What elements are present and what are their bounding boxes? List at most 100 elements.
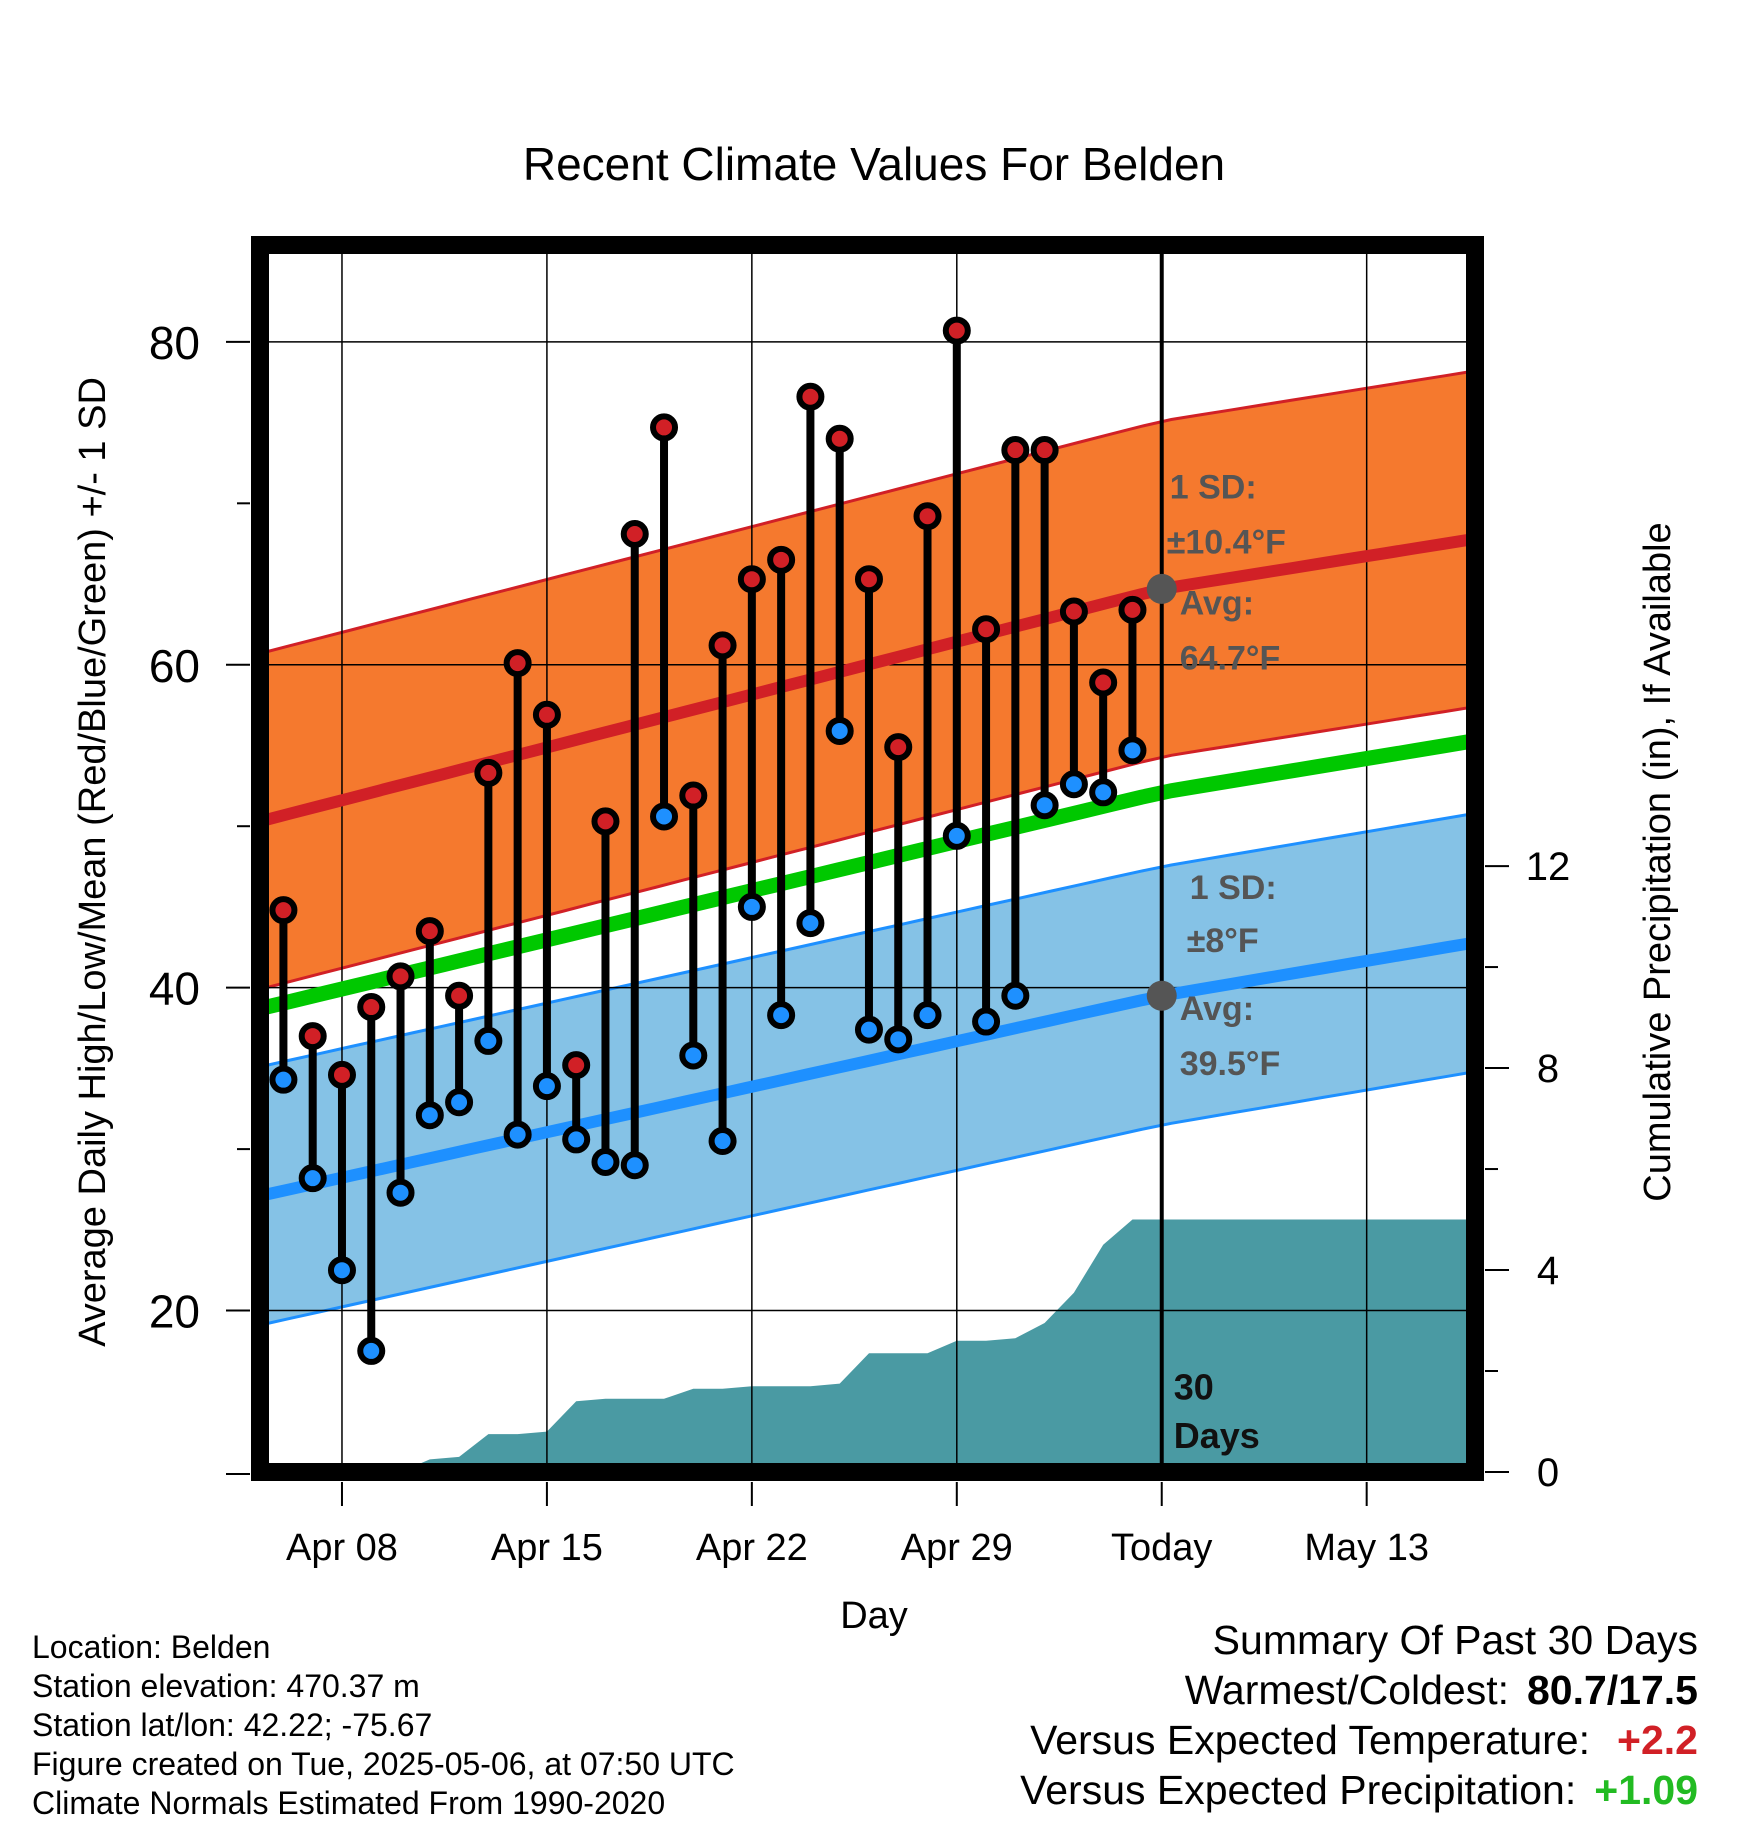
- daily-high-point: [591, 807, 620, 836]
- left-axis-tick-label: 20: [149, 1286, 200, 1338]
- daily-high-point: [884, 733, 913, 762]
- x-axis-tick-label: Today: [1111, 1527, 1212, 1569]
- daily-low-point: [737, 892, 766, 921]
- precipitation-area: [283, 1219, 1475, 1472]
- daily-high-point: [474, 758, 503, 787]
- warmest-coldest-value: 80.7/17.5: [1527, 1667, 1698, 1713]
- daily-high-point: [357, 993, 386, 1022]
- daily-high-point: [1089, 668, 1118, 697]
- daily-high-point: [737, 565, 766, 594]
- daily-high-point: [825, 424, 854, 453]
- daily-low-point: [386, 1178, 415, 1207]
- y-axis-label-right: Cumulative Precipitation (in), If Availa…: [1637, 522, 1679, 1201]
- daily-high-point: [269, 896, 298, 925]
- daily-high-point: [767, 545, 796, 574]
- daily-low-point: [474, 1026, 503, 1055]
- daily-low-point: [532, 1072, 561, 1101]
- daily-high-point: [1001, 436, 1030, 465]
- daily-low-point: [1030, 791, 1059, 820]
- daily-low-point: [298, 1164, 327, 1193]
- high-sd-label: 1 SD:: [1170, 468, 1257, 506]
- summary-title: Summary Of Past 30 Days: [1212, 1617, 1698, 1663]
- station-info: Location: Belden Station elevation: 470.…: [32, 1628, 735, 1823]
- daily-low-point: [1118, 736, 1147, 765]
- right-axis-tick-label: 0: [1537, 1451, 1559, 1495]
- daily-low-point: [679, 1041, 708, 1070]
- precip-diff-label: Versus Expected Precipitation:: [1020, 1767, 1577, 1813]
- summary-panel: Summary Of Past 30 Days Warmest/Coldest:…: [1020, 1615, 1698, 1815]
- daily-low-point: [972, 1007, 1001, 1036]
- right-axis-tick-label: 4: [1537, 1249, 1559, 1293]
- daily-high-point: [1118, 595, 1147, 624]
- daily-low-point: [1059, 770, 1088, 799]
- daily-low-point: [269, 1065, 298, 1094]
- latlon-text: Station lat/lon: 42.22; -75.67: [32, 1707, 433, 1743]
- period-label-days: Days: [1174, 1415, 1260, 1456]
- precip-diff-value: +1.09: [1594, 1767, 1698, 1813]
- x-axis-label: Day: [840, 1595, 908, 1637]
- daily-high-point: [679, 781, 708, 810]
- high-avg-label: Avg:: [1180, 585, 1254, 623]
- summary-warmest-coldest: Warmest/Coldest: 80.7/17.5: [1020, 1665, 1698, 1715]
- summary-precipitation: Versus Expected Precipitation: +1.09: [1020, 1765, 1698, 1815]
- daily-high-point: [415, 917, 444, 946]
- daily-high-point: [503, 649, 532, 678]
- summary-temperature: Versus Expected Temperature: +2.2: [1020, 1715, 1698, 1765]
- elevation-text: Station elevation: 470.37 m: [32, 1668, 420, 1704]
- high-band-upper-edge: [259, 369, 1476, 655]
- low-band-lower-edge: [259, 1070, 1476, 1327]
- daily-low-point: [562, 1125, 591, 1154]
- high-sd-value: ±10.4°F: [1167, 523, 1286, 561]
- daily-low-point: [913, 1001, 942, 1030]
- period-label-number: 30: [1174, 1366, 1214, 1407]
- created-text: Figure created on Tue, 2025-05-06, at 07…: [32, 1746, 735, 1782]
- daily-low-point: [620, 1151, 649, 1180]
- daily-high-point: [913, 502, 942, 531]
- daily-high-point: [854, 565, 883, 594]
- x-axis-tick-label: May 13: [1304, 1527, 1429, 1569]
- daily-low-point: [767, 1001, 796, 1030]
- low-sd-band: [260, 813, 1475, 1326]
- low-avg-value: 39.5°F: [1180, 1045, 1281, 1083]
- high-avg-value: 64.7°F: [1180, 640, 1281, 678]
- daily-high-point: [445, 981, 474, 1010]
- daily-low-point: [942, 821, 971, 850]
- daily-low-point: [327, 1256, 356, 1285]
- normals-text: Climate Normals Estimated From 1990-2020: [32, 1785, 666, 1821]
- x-axis-tick-label: Apr 29: [901, 1527, 1013, 1569]
- daily-low-point: [1001, 981, 1030, 1010]
- daily-high-point: [327, 1060, 356, 1089]
- low-avg-label: Avg:: [1180, 990, 1254, 1028]
- chart-title: Recent Climate Values For Belden: [523, 138, 1225, 190]
- daily-low-point: [503, 1120, 532, 1149]
- daily-high-point: [972, 615, 1001, 644]
- warmest-coldest-label: Warmest/Coldest:: [1184, 1667, 1509, 1713]
- daily-high-point: [298, 1022, 327, 1051]
- daily-high-point: [386, 962, 415, 991]
- right-axis-tick-label: 8: [1537, 1047, 1559, 1091]
- temp-diff-value: +2.2: [1617, 1717, 1698, 1763]
- daily-low-point: [796, 909, 825, 938]
- left-axis-tick-label: 40: [149, 963, 200, 1015]
- temp-diff-label: Versus Expected Temperature:: [1030, 1717, 1590, 1763]
- daily-high-point: [1030, 436, 1059, 465]
- daily-low-point: [1089, 778, 1118, 807]
- location-text: Location: Belden: [32, 1629, 271, 1665]
- daily-high-point: [562, 1051, 591, 1080]
- daily-low-point: [357, 1336, 386, 1365]
- daily-low-point: [445, 1088, 474, 1117]
- daily-low-point: [884, 1025, 913, 1054]
- x-axis-tick-label: Apr 08: [286, 1527, 398, 1569]
- daily-high-point: [532, 700, 561, 729]
- daily-low-point: [708, 1127, 737, 1156]
- low-sd-label: 1 SD:: [1190, 869, 1277, 907]
- daily-low-point: [854, 1015, 883, 1044]
- today-normal-low-marker: [1146, 980, 1177, 1011]
- low-sd-value: ±8°F: [1187, 922, 1259, 960]
- x-axis-tick-label: Apr 22: [696, 1527, 808, 1569]
- daily-high-point: [620, 519, 649, 548]
- daily-low-point: [650, 802, 679, 831]
- daily-high-point: [708, 631, 737, 660]
- daily-high-point: [650, 413, 679, 442]
